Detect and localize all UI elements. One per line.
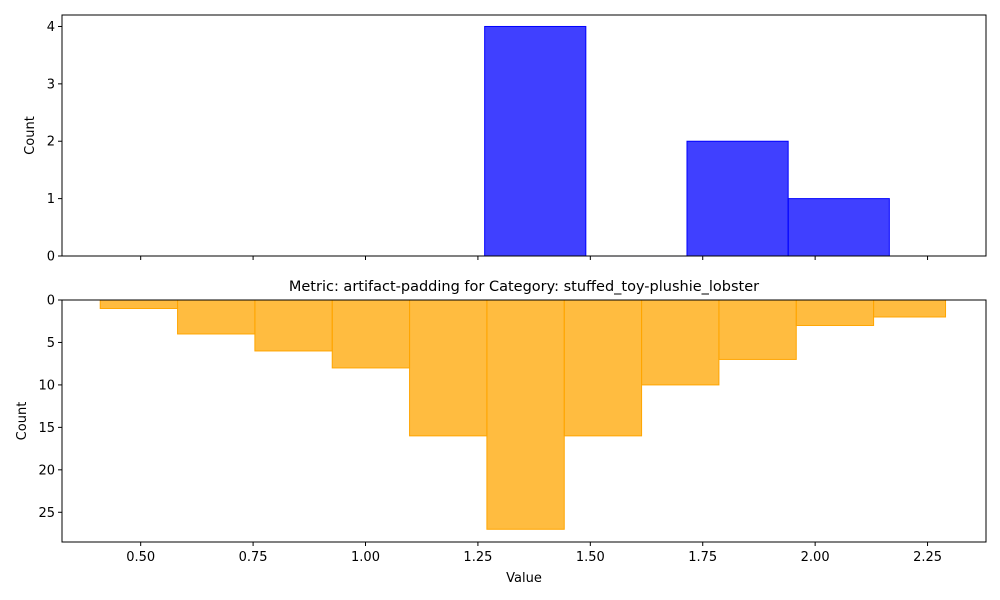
bottom-bar bbox=[641, 299, 720, 386]
bottom-y-axis-ticks: 0 5 10 15 20 25 bbox=[38, 294, 62, 521]
top-ytick-label: 1 bbox=[47, 192, 55, 207]
bottom-xtick-label: 1.50 bbox=[576, 550, 605, 565]
bottom-ytick-label: 15 bbox=[38, 421, 55, 436]
bottom-histogram-bars bbox=[99, 299, 947, 530]
bottom-y-axis-label: Count bbox=[15, 402, 30, 441]
top-bar bbox=[686, 140, 789, 257]
bottom-xtick-label: 2.00 bbox=[801, 550, 830, 565]
bottom-bar bbox=[331, 299, 411, 369]
top-ytick-label: 4 bbox=[47, 20, 55, 35]
bottom-xtick-label: 0.50 bbox=[126, 550, 155, 565]
bottom-x-axis-ticks: 0.50 0.75 1.00 1.25 1.50 1.75 2.00 2.25 bbox=[126, 542, 942, 565]
bottom-bar bbox=[486, 299, 565, 530]
bottom-ytick-label: 0 bbox=[47, 294, 55, 309]
top-x-axis-ticks bbox=[140, 256, 929, 260]
bottom-ytick-label: 25 bbox=[38, 506, 55, 521]
bottom-ytick-label: 20 bbox=[38, 463, 55, 478]
bottom-bar bbox=[563, 299, 643, 437]
bottom-bar bbox=[99, 299, 179, 309]
bottom-bar bbox=[873, 299, 947, 318]
bottom-xtick-label: 1.25 bbox=[463, 550, 492, 565]
bottom-xtick-label: 2.25 bbox=[913, 550, 942, 565]
top-bar bbox=[484, 25, 587, 257]
top-histogram-bars bbox=[484, 25, 890, 257]
bottom-panel-title: Metric: artifact-padding for Category: s… bbox=[289, 279, 759, 295]
top-ytick-label: 2 bbox=[47, 135, 55, 150]
bottom-x-axis-label: Value bbox=[506, 571, 542, 586]
bottom-ytick-label: 10 bbox=[38, 378, 55, 393]
bottom-axes-frame bbox=[61, 299, 987, 543]
top-ytick-label: 0 bbox=[47, 250, 55, 265]
top-histogram-panel: 0 1 2 3 4 Count bbox=[23, 14, 987, 265]
top-bar bbox=[787, 198, 890, 257]
bottom-xtick-label: 1.00 bbox=[351, 550, 380, 565]
bottom-histogram-panel: Metric: artifact-padding for Category: s… bbox=[15, 279, 987, 586]
bottom-bar bbox=[254, 299, 333, 352]
bottom-bar bbox=[177, 299, 256, 335]
top-axes-frame bbox=[61, 14, 987, 257]
bottom-bar bbox=[718, 299, 797, 360]
top-y-axis-label: Count bbox=[23, 116, 38, 155]
top-ytick-label: 3 bbox=[47, 77, 55, 92]
bottom-xtick-label: 0.75 bbox=[239, 550, 268, 565]
bottom-bar bbox=[409, 299, 488, 437]
bottom-ytick-label: 5 bbox=[47, 336, 55, 351]
bottom-bar bbox=[795, 299, 875, 326]
top-y-axis-ticks: 0 1 2 3 4 bbox=[47, 20, 62, 265]
bottom-xtick-label: 1.75 bbox=[688, 550, 717, 565]
